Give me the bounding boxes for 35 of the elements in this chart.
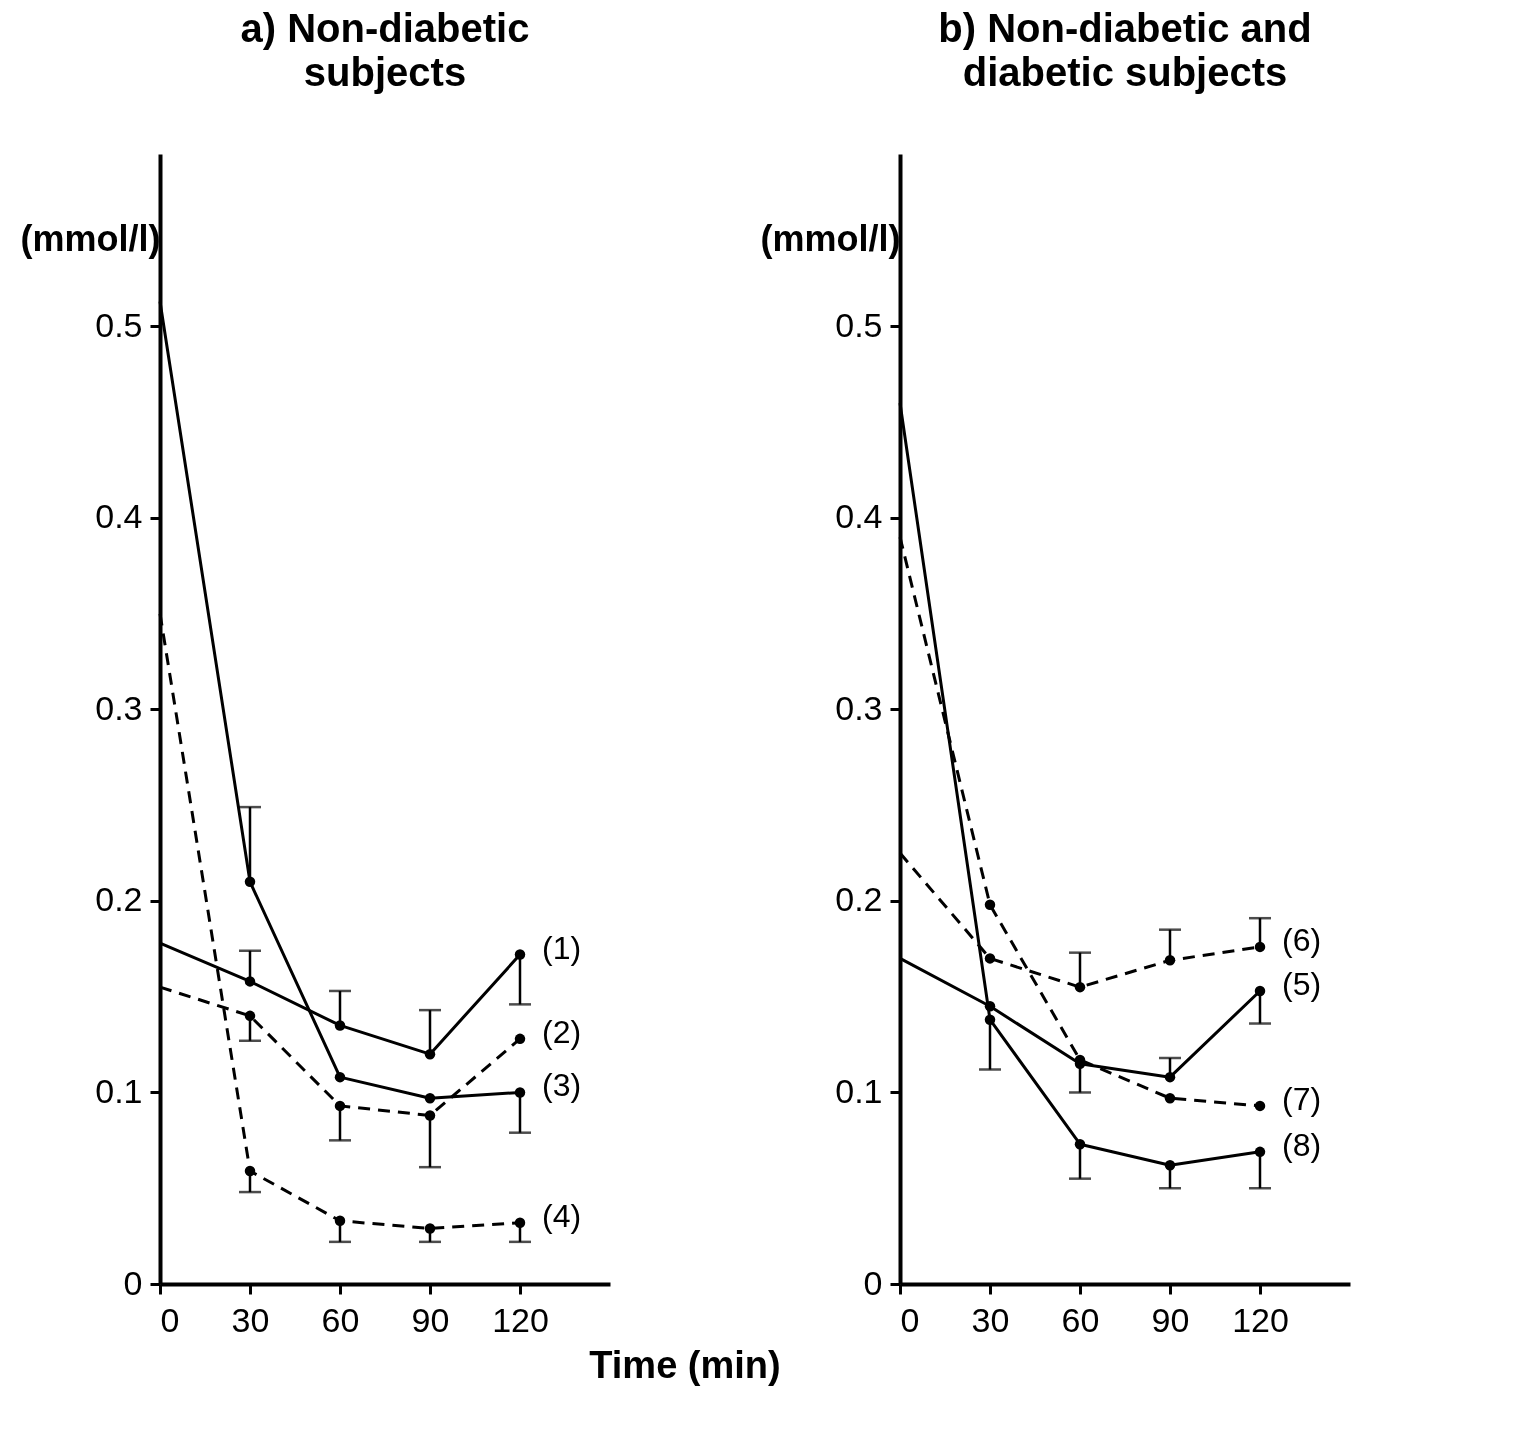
y-tick-label: 0.5 [835,305,883,344]
y-tick-label: 0.2 [835,880,883,919]
x-tick-label: 0 [160,1300,180,1339]
x-tick-label: 60 [321,1300,360,1339]
y-axis-title: (mmol/l) [760,217,901,259]
x-tick-label: 60 [1061,1300,1100,1339]
y-tick-label: 0 [863,1263,883,1302]
y-tick-label: 0.1 [835,1071,883,1110]
series-label: (8) [1282,1126,1322,1163]
series-label: (3) [542,1067,582,1104]
y-tick-label: 0.5 [95,305,143,344]
chart-title: a) Non-diabetic subjects [240,6,530,94]
x-tick-label: 30 [231,1300,270,1339]
x-tick-label: 0 [900,1300,920,1339]
series-label: (5) [1282,965,1322,1002]
y-tick-label: 0.3 [95,688,143,727]
series-label: (4) [542,1197,582,1234]
x-tick-label: 90 [411,1300,450,1339]
series-label: (2) [542,1013,582,1050]
y-tick-label: 0 [123,1263,143,1302]
y-tick-label: 0.3 [835,688,883,727]
x-axis-title: Time (min) [589,1344,781,1386]
x-tick-label: 120 [1232,1300,1289,1339]
series-label: (7) [1282,1080,1322,1117]
y-tick-label: 0.1 [95,1071,143,1110]
chart-title: b) Non-diabetic and diabetic subjects [938,6,1312,94]
x-tick-label: 90 [1151,1300,1190,1339]
series-label: (1) [542,929,582,966]
series-label: (6) [1282,921,1322,958]
x-tick-label: 30 [971,1300,1010,1339]
y-axis-title: (mmol/l) [20,217,161,259]
y-tick-label: 0.4 [835,497,883,536]
y-tick-label: 0.2 [95,880,143,919]
x-tick-label: 120 [492,1300,549,1339]
y-tick-label: 0.4 [95,497,143,536]
